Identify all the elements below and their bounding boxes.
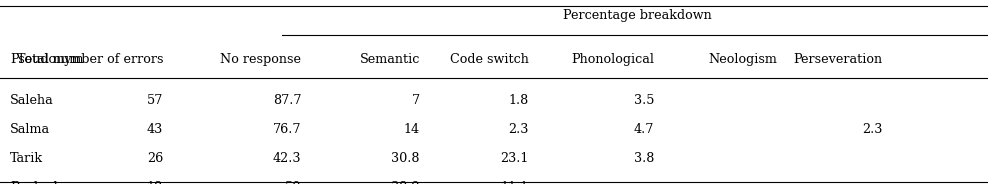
Text: 1.8: 1.8 [509, 94, 529, 107]
Text: 26: 26 [147, 152, 163, 165]
Text: 23.1: 23.1 [500, 152, 529, 165]
Text: 30.8: 30.8 [391, 152, 420, 165]
Text: 50: 50 [285, 181, 301, 184]
Text: 57: 57 [146, 94, 163, 107]
Text: Code switch: Code switch [450, 53, 529, 66]
Text: 3.5: 3.5 [633, 94, 654, 107]
Text: Percentage breakdown: Percentage breakdown [563, 9, 711, 22]
Text: 43: 43 [147, 123, 163, 136]
Text: Total number of errors: Total number of errors [17, 53, 163, 66]
Text: Tarik: Tarik [10, 152, 43, 165]
Text: Saleha: Saleha [10, 94, 53, 107]
Text: Perseveration: Perseveration [793, 53, 882, 66]
Text: No response: No response [220, 53, 301, 66]
Text: 11.1: 11.1 [501, 181, 529, 184]
Text: 76.7: 76.7 [273, 123, 301, 136]
Text: Semantic: Semantic [360, 53, 420, 66]
Text: Pseudonym: Pseudonym [10, 53, 83, 66]
Text: Phonological: Phonological [571, 53, 654, 66]
Text: 2.3: 2.3 [862, 123, 882, 136]
Text: 4.7: 4.7 [633, 123, 654, 136]
Text: 14: 14 [404, 123, 420, 136]
Text: 87.7: 87.7 [273, 94, 301, 107]
Text: 7: 7 [412, 94, 420, 107]
Text: Neologism: Neologism [708, 53, 778, 66]
Text: 42.3: 42.3 [273, 152, 301, 165]
Text: 38.9: 38.9 [391, 181, 420, 184]
Text: Salma: Salma [10, 123, 50, 136]
Text: 18: 18 [147, 181, 163, 184]
Text: 3.8: 3.8 [633, 152, 654, 165]
Text: Rasheda: Rasheda [10, 181, 65, 184]
Text: 2.3: 2.3 [508, 123, 529, 136]
